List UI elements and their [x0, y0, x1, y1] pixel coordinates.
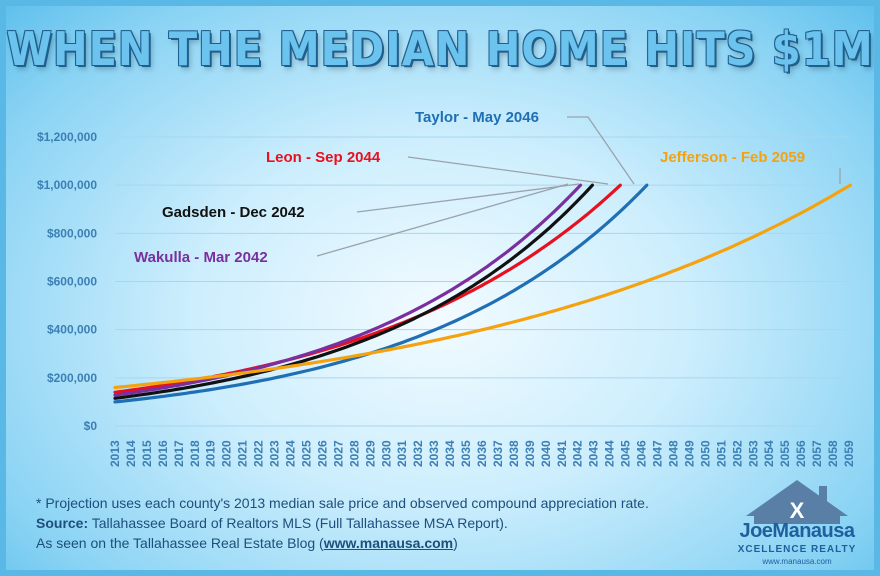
x-tick-label: 2024	[284, 440, 298, 467]
logo-subtitle: XCELLENCE REALTY	[737, 544, 857, 555]
x-tick-label: 2015	[140, 440, 154, 467]
series-line	[113, 183, 852, 390]
series-line	[113, 183, 594, 400]
x-tick-label: 2028	[347, 440, 361, 467]
x-tick-label: 2017	[172, 440, 186, 467]
x-tick-label: 2042	[571, 440, 585, 467]
x-tick-label: 2019	[204, 440, 218, 467]
x-tick-label: 2036	[475, 440, 489, 467]
x-tick-label: 2046	[635, 440, 649, 467]
series-line	[113, 183, 583, 397]
leader-line	[567, 116, 635, 185]
x-tick-label: 2055	[778, 440, 792, 467]
blog-suffix: )	[453, 535, 458, 551]
leader-line	[316, 183, 569, 257]
x-tick-label: 2041	[555, 440, 569, 467]
x-tick-label: 2031	[395, 440, 409, 467]
x-tick-label: 2025	[299, 440, 313, 467]
x-tick-label: 2020	[220, 440, 234, 467]
x-tick-label: 2016	[156, 440, 170, 467]
source-text: Tallahassee Board of Realtors MLS (Full …	[88, 515, 508, 531]
svg-text:X: X	[790, 498, 805, 523]
x-tick-label: 2050	[698, 440, 712, 467]
x-tick-label: 2013	[108, 440, 122, 467]
series-label: Gadsden - Dec 2042	[162, 204, 305, 221]
x-tick-label: 2051	[714, 440, 728, 467]
series-label: Jefferson - Feb 2059	[660, 149, 805, 166]
x-tick-label: 2044	[603, 440, 617, 467]
footnote-projection: * Projection uses each county's 2013 med…	[36, 495, 649, 511]
x-tick-label: 2030	[379, 440, 393, 467]
x-tick-label: 2045	[619, 440, 633, 467]
x-tick-label: 2023	[268, 440, 282, 467]
x-tick-label: 2027	[331, 440, 345, 467]
x-tick-label: 2032	[411, 440, 425, 467]
x-tick-label: 2026	[315, 440, 329, 467]
chart-title: WHEN THE MEDIAN HOME HITS $1M	[6, 22, 874, 76]
joemanausa-logo: X JoeManausa XCELLENCE REALTY www.manaus…	[724, 476, 870, 570]
y-tick-label: $800,000	[47, 226, 97, 240]
blog-prefix: As seen on the Tallahassee Real Estate B…	[36, 535, 324, 551]
blog-link[interactable]: www.manausa.com	[323, 535, 454, 551]
y-tick-label: $1,200,000	[37, 130, 97, 144]
series-label: Leon - Sep 2044	[266, 149, 381, 166]
x-tick-label: 2022	[252, 440, 266, 467]
footnote-blog: As seen on the Tallahassee Real Estate B…	[36, 533, 649, 553]
source-label: Source:	[36, 515, 89, 531]
y-tick-label: $200,000	[47, 371, 97, 385]
x-tick-label: 2029	[363, 440, 377, 467]
x-tick-label: 2056	[794, 440, 808, 467]
logo-name: JoeManausa	[739, 520, 855, 542]
x-tick-label: 2039	[523, 440, 537, 467]
x-tick-label: 2047	[651, 440, 665, 467]
house-logo-icon: X	[746, 480, 848, 524]
series-label: Taylor - May 2046	[415, 109, 539, 126]
x-tick-label: 2057	[810, 440, 824, 467]
x-tick-label: 2018	[188, 440, 202, 467]
leader-line	[407, 156, 609, 185]
footnotes: * Projection uses each county's 2013 med…	[36, 493, 649, 553]
x-tick-label: 2038	[507, 440, 521, 467]
series-label: Wakulla - Mar 2042	[134, 249, 268, 266]
x-tick-label: 2053	[746, 440, 760, 467]
x-tick-label: 2033	[427, 440, 441, 467]
x-tick-label: 2059	[842, 440, 856, 467]
x-tick-label: 2037	[491, 440, 505, 467]
footnote-source: Source: Tallahassee Board of Realtors ML…	[36, 513, 649, 533]
y-tick-label: $400,000	[47, 323, 97, 337]
y-tick-label: $0	[84, 419, 98, 433]
x-tick-label: 2049	[682, 440, 696, 467]
leader-line	[356, 183, 580, 213]
x-tick-label: 2035	[459, 440, 473, 467]
x-tick-label: 2058	[826, 440, 840, 467]
y-tick-label: $1,000,000	[37, 178, 97, 192]
x-tick-label: 2014	[124, 440, 138, 467]
x-tick-label: 2052	[730, 440, 744, 467]
x-tick-label: 2054	[762, 440, 776, 467]
x-tick-label: 2021	[236, 440, 250, 467]
x-tick-label: 2043	[587, 440, 601, 467]
x-tick-label: 2034	[443, 440, 457, 467]
x-tick-label: 2040	[539, 440, 553, 467]
logo-url: www.manausa.com	[762, 557, 832, 566]
x-tick-label: 2048	[666, 440, 680, 467]
y-tick-label: $600,000	[47, 275, 97, 289]
